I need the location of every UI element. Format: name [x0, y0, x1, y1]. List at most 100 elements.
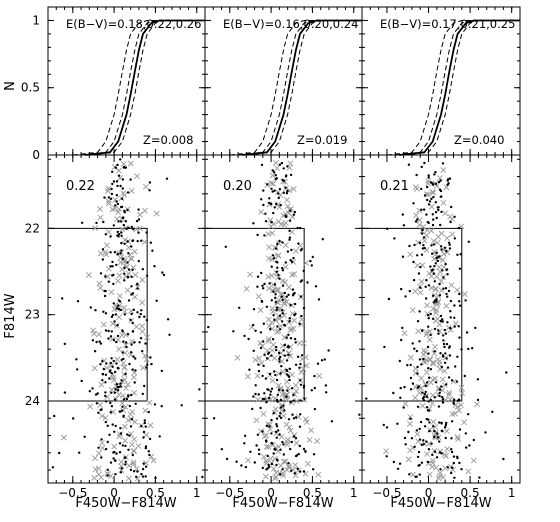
- cmd-dot-point: [430, 197, 433, 201]
- cmd-dot-point: [292, 256, 295, 260]
- cmd-dot-point: [260, 299, 263, 303]
- cmd-dot-point: [104, 312, 108, 315]
- cmd-dot-point: [289, 401, 292, 404]
- cmd-dot-point: [434, 182, 438, 185]
- cmd-cross-point: [443, 428, 450, 434]
- cmd-cross-point: [429, 400, 436, 407]
- cmd-dot-point: [421, 391, 424, 394]
- cmd-dot-point: [109, 361, 113, 365]
- cmd-dot-point: [88, 390, 92, 393]
- cmd-dot-point: [291, 288, 295, 291]
- cmd-cross-point: [444, 446, 451, 453]
- cmd-cross-point: [120, 407, 127, 414]
- cmd-dot-point: [252, 308, 256, 311]
- cmd-dot-point: [128, 434, 131, 437]
- cumulative-curve-3-2: [395, 20, 520, 156]
- cmd-dot-point: [252, 349, 255, 352]
- cmd-cross-point: [461, 419, 468, 426]
- cmd-dot-point: [439, 352, 442, 355]
- cmd-dot-point: [254, 384, 257, 387]
- cmd-cross-point: [121, 376, 128, 383]
- cmd-cross-point: [275, 299, 282, 306]
- cmd-cross-point: [426, 336, 433, 343]
- cmd-dot-point: [110, 187, 113, 191]
- cmd-cross-point: [281, 301, 288, 307]
- cmd-dot-point: [382, 423, 385, 427]
- cmd-dot-point: [456, 355, 459, 358]
- cmd-dot-point: [298, 366, 301, 369]
- cmd-cross-point: [99, 445, 106, 451]
- cmd-cross-point: [430, 418, 437, 425]
- cmd-cross-point: [415, 328, 422, 335]
- cmd-dot-point: [112, 457, 115, 460]
- cmd-dot-point: [282, 404, 285, 407]
- cmd-dot-point: [114, 424, 117, 428]
- cmd-dot-point: [83, 435, 86, 438]
- top-ytick-label-2: 1: [32, 13, 40, 27]
- cmd-cross-point: [425, 180, 432, 187]
- cmd-dot-point: [123, 266, 126, 269]
- cmd-dot-point: [273, 318, 276, 321]
- cmd-dot-point: [89, 306, 93, 309]
- cmd-dot-point: [423, 246, 426, 250]
- cmd-reddening-label-3: 0.21: [380, 179, 409, 194]
- cmd-dot-point: [118, 442, 122, 445]
- cmd-dot-point: [441, 162, 445, 165]
- cmd-dot-point: [299, 280, 302, 283]
- cmd-dot-point: [265, 424, 269, 427]
- cmd-dot-point: [434, 211, 438, 214]
- cmd-cross-point: [122, 437, 129, 444]
- cmd-dot-point: [130, 418, 134, 421]
- cmd-cross-point: [285, 384, 291, 391]
- cmd-dot-point: [278, 277, 281, 280]
- cmd-dot-point: [106, 440, 109, 444]
- cmd-dot-point: [299, 379, 302, 382]
- cmd-cross-point: [407, 414, 414, 420]
- cmd-dot-point: [449, 316, 452, 319]
- cmd-cross-point: [131, 248, 138, 255]
- cmd-cross-point: [260, 453, 267, 460]
- cmd-cross-point: [120, 160, 127, 167]
- cmd-dot-point: [72, 417, 75, 420]
- cmd-dot-point: [293, 210, 297, 214]
- cmd-dot-point: [436, 259, 440, 263]
- cmd-cross-point: [103, 365, 110, 371]
- cmd-dot-point: [443, 345, 446, 349]
- cmd-cross-point: [97, 250, 104, 257]
- cmd-cross-point: [429, 457, 436, 464]
- cmd-dot-point: [316, 362, 320, 365]
- cmd-dot-point: [104, 394, 107, 398]
- cmd-dot-point: [418, 438, 422, 441]
- cmd-cross-point: [416, 389, 423, 396]
- cmd-cross-point: [269, 347, 276, 354]
- cmd-dot-point: [439, 179, 442, 182]
- cmd-dot-point: [429, 398, 432, 401]
- cmd-dot-point: [274, 202, 278, 206]
- cmd-dot-point: [418, 310, 421, 313]
- cmd-dot-point: [111, 170, 114, 173]
- cmd-dot-point: [403, 385, 406, 389]
- cmd-dot-point: [294, 416, 298, 419]
- cmd-dot-point: [438, 294, 442, 297]
- cmd-dot-point: [285, 368, 288, 372]
- cmd-reddening-label-1: 0.22: [66, 179, 95, 194]
- cmd-cross-point: [432, 343, 439, 350]
- cmd-dot-point: [113, 320, 116, 323]
- cmd-dot-point: [310, 264, 313, 267]
- cmd-dot-point: [413, 445, 416, 449]
- cmd-dot-point: [431, 213, 434, 216]
- cmd-dot-point: [440, 385, 443, 388]
- cmd-dot-point: [439, 195, 442, 198]
- cmd-dot-point: [113, 450, 116, 454]
- cmd-dot-point: [327, 349, 330, 352]
- cmd-dot-point: [117, 385, 121, 389]
- cmd-cross-point: [407, 354, 414, 361]
- cmd-dot-point: [282, 167, 285, 170]
- cmd-dot-point: [147, 450, 150, 453]
- cmd-cross-point: [293, 440, 300, 446]
- cmd-dot-point: [445, 357, 448, 360]
- cmd-dot-point: [283, 343, 287, 347]
- cmd-dot-point: [287, 418, 291, 421]
- cmd-dot-point: [110, 357, 113, 360]
- cmd-dot-point: [448, 243, 451, 246]
